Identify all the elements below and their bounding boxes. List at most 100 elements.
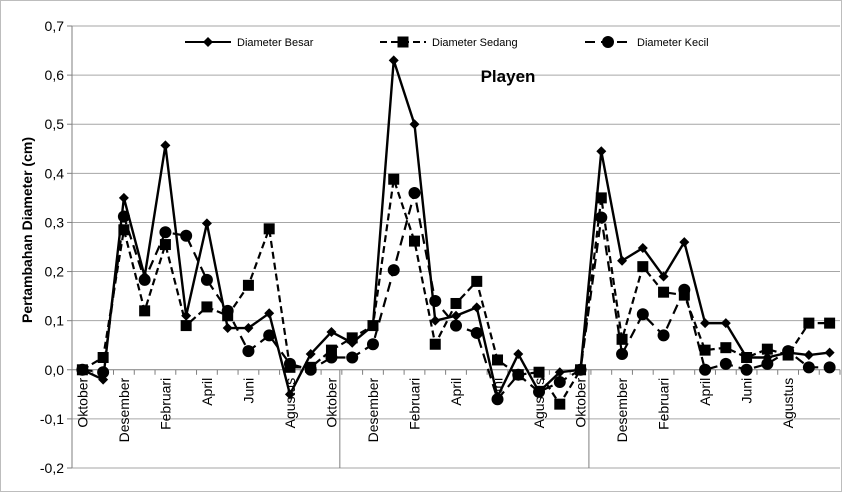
- data-point-circle: [699, 363, 712, 376]
- data-point-square: [637, 261, 649, 273]
- x-tick-label: Oktober: [323, 377, 339, 427]
- data-point-circle: [823, 361, 836, 374]
- x-tick-label: Oktober: [74, 377, 90, 427]
- data-point-diamond: [326, 326, 337, 337]
- data-point-diamond: [203, 37, 213, 47]
- data-point-circle: [616, 348, 629, 361]
- data-point-square: [118, 224, 130, 236]
- data-point-square: [699, 344, 711, 356]
- data-point-diamond: [118, 192, 129, 203]
- data-point-circle: [221, 304, 234, 317]
- x-tick-label: Februari: [656, 378, 672, 430]
- x-tick-label: Desember: [365, 377, 381, 442]
- data-point-square: [471, 275, 483, 287]
- data-point-circle: [325, 351, 338, 364]
- data-point-circle: [200, 273, 213, 286]
- data-point-square: [658, 286, 670, 298]
- data-point-square: [408, 235, 420, 247]
- x-tick-label: Februari: [157, 378, 173, 430]
- data-point-diamond: [720, 318, 731, 329]
- data-point-circle: [740, 363, 753, 376]
- data-point-square: [139, 305, 151, 317]
- legend-item: Diameter Sedang: [380, 36, 518, 49]
- data-point-diamond: [430, 315, 441, 326]
- series-group: [76, 55, 836, 410]
- x-tick-label: Desember: [614, 377, 630, 442]
- data-point-circle: [387, 264, 400, 277]
- data-point-diamond: [243, 323, 254, 334]
- y-tick-label: 0,4: [45, 165, 65, 181]
- x-tick-label: Desember: [116, 377, 132, 442]
- data-point-square: [201, 301, 213, 313]
- data-point-diamond: [409, 119, 420, 130]
- data-point-circle: [678, 283, 691, 296]
- data-point-diamond: [513, 349, 524, 360]
- data-point-square: [803, 317, 815, 329]
- data-point-circle: [242, 345, 255, 358]
- data-point-square: [595, 192, 607, 204]
- data-point-circle: [602, 36, 614, 48]
- legend-label: Diameter Besar: [237, 37, 314, 49]
- data-point-circle: [117, 210, 130, 223]
- data-point-square: [346, 332, 358, 344]
- data-point-square: [325, 344, 337, 356]
- data-point-square: [367, 320, 379, 332]
- data-point-circle: [636, 308, 649, 321]
- data-point-square: [824, 317, 836, 329]
- data-point-circle: [574, 363, 587, 376]
- data-point-square: [492, 354, 504, 366]
- x-tick-label: Februari: [406, 378, 422, 430]
- data-point-circle: [429, 295, 442, 308]
- y-tick-label: 0,0: [45, 362, 65, 378]
- series-circle: [76, 186, 836, 406]
- data-point-square: [429, 338, 441, 350]
- data-point-diamond: [305, 349, 316, 360]
- data-point-circle: [450, 319, 462, 332]
- gridlines: [72, 25, 840, 469]
- data-point-diamond: [824, 347, 835, 358]
- data-point-diamond: [803, 350, 814, 361]
- data-point-diamond: [160, 140, 171, 151]
- data-point-diamond: [388, 55, 399, 66]
- y-tick-label: 0,6: [45, 67, 65, 83]
- x-tick-label: Juni: [739, 378, 755, 404]
- y-tick-label: -0,1: [40, 411, 64, 427]
- data-point-square: [397, 36, 409, 48]
- y-tick-label: 0,3: [45, 214, 65, 230]
- y-axis-title: Pertambahan Diameter (cm): [19, 137, 35, 323]
- legend: Diameter Besar Diameter Sedang Diameter Ke…: [185, 36, 709, 49]
- y-tick-label: 0,2: [45, 264, 65, 280]
- data-point-square: [450, 297, 462, 309]
- y-tick-label: 0,7: [45, 18, 65, 34]
- data-point-circle: [595, 211, 608, 224]
- data-point-circle: [138, 273, 151, 286]
- data-point-circle: [304, 363, 317, 376]
- legend-item: Diameter Kecil: [585, 36, 709, 49]
- data-point-circle: [761, 357, 774, 370]
- data-point-square: [388, 173, 400, 185]
- data-point-square: [159, 239, 171, 251]
- data-point-diamond: [264, 308, 275, 319]
- data-point-square: [761, 343, 773, 355]
- data-point-circle: [180, 229, 193, 242]
- data-point-circle: [491, 393, 504, 406]
- data-point-diamond: [637, 242, 648, 253]
- data-point-diamond: [554, 367, 565, 378]
- x-tick-label: April: [199, 378, 215, 406]
- x-tick-label: April: [697, 378, 713, 406]
- data-point-diamond: [201, 218, 212, 229]
- data-point-diamond: [451, 310, 461, 321]
- data-point-diamond: [700, 318, 711, 329]
- data-point-diamond: [222, 323, 233, 334]
- chart-title: Playen: [481, 67, 536, 86]
- data-point-circle: [512, 368, 525, 381]
- data-point-diamond: [679, 237, 690, 248]
- data-point-circle: [553, 376, 566, 389]
- data-point-circle: [657, 329, 670, 342]
- legend-label: Diameter Sedang: [432, 37, 518, 49]
- data-point-square: [242, 279, 254, 291]
- axes: -0,2 -0,1 0,0 0,1 0,2 0,3 0,4 0,5 0,6 0,7 Oktober D…: [40, 18, 841, 476]
